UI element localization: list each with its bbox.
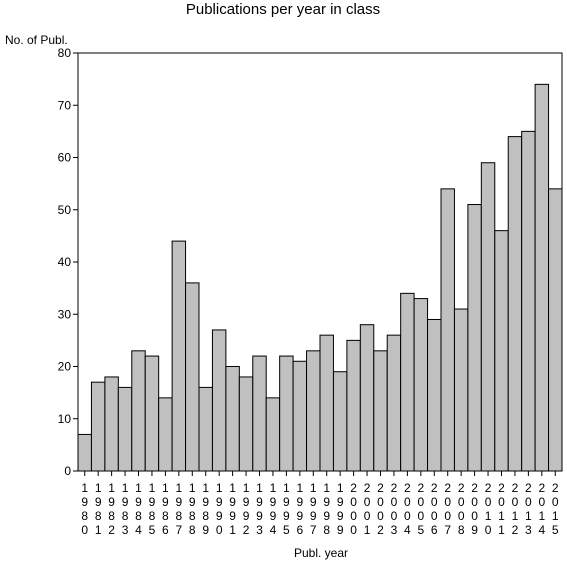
bar bbox=[413, 298, 429, 472]
bar bbox=[279, 355, 294, 472]
bar bbox=[400, 292, 415, 472]
bar bbox=[158, 397, 173, 472]
bar bbox=[252, 355, 267, 472]
bar bbox=[225, 366, 240, 472]
bar bbox=[548, 188, 563, 472]
bar bbox=[292, 360, 308, 472]
y-tick-label: 0 bbox=[64, 464, 71, 478]
y-axis-label: No. of Publ. bbox=[5, 33, 68, 47]
y-tick-label: 60 bbox=[58, 151, 72, 165]
bar bbox=[198, 386, 213, 472]
bar bbox=[373, 350, 388, 472]
bar bbox=[453, 308, 469, 472]
bar bbox=[440, 188, 455, 472]
bar bbox=[494, 230, 509, 472]
bar bbox=[427, 318, 442, 472]
bar bbox=[359, 324, 375, 472]
bar bbox=[386, 334, 402, 472]
bar bbox=[144, 355, 160, 472]
bar bbox=[117, 386, 133, 472]
bar bbox=[480, 162, 496, 472]
y-tick-label: 20 bbox=[58, 360, 72, 374]
bar bbox=[346, 339, 361, 472]
y-tick-label: 30 bbox=[58, 307, 72, 321]
bar bbox=[104, 376, 119, 472]
bar bbox=[265, 397, 281, 472]
bar bbox=[171, 240, 187, 472]
bar bbox=[521, 130, 536, 472]
bar bbox=[211, 329, 227, 472]
y-tick-label: 80 bbox=[58, 46, 72, 60]
y-tick-label: 40 bbox=[58, 255, 72, 269]
x-axis-label: Publ. year bbox=[294, 546, 348, 560]
y-tick-label: 70 bbox=[58, 98, 72, 112]
bar bbox=[332, 371, 348, 472]
y-tick-label: 50 bbox=[58, 203, 72, 217]
plot-area: 0 10 20 30 40 50 60 70 80 1 9 8 0 1 9 8 1 1 9 8 2 1 9 8 3 1 9 8 4 1 9 8… bbox=[58, 46, 563, 537]
bar bbox=[185, 282, 200, 472]
bar bbox=[77, 433, 92, 472]
bar bbox=[319, 334, 334, 472]
chart-title: Publications per year in class bbox=[186, 1, 380, 18]
bar bbox=[507, 136, 523, 472]
bar bbox=[90, 381, 106, 472]
bar bbox=[534, 83, 550, 472]
bar bbox=[467, 204, 482, 472]
y-tick-label: 10 bbox=[58, 412, 72, 426]
bar bbox=[306, 350, 321, 472]
bar bbox=[131, 350, 146, 472]
bar bbox=[238, 376, 254, 472]
